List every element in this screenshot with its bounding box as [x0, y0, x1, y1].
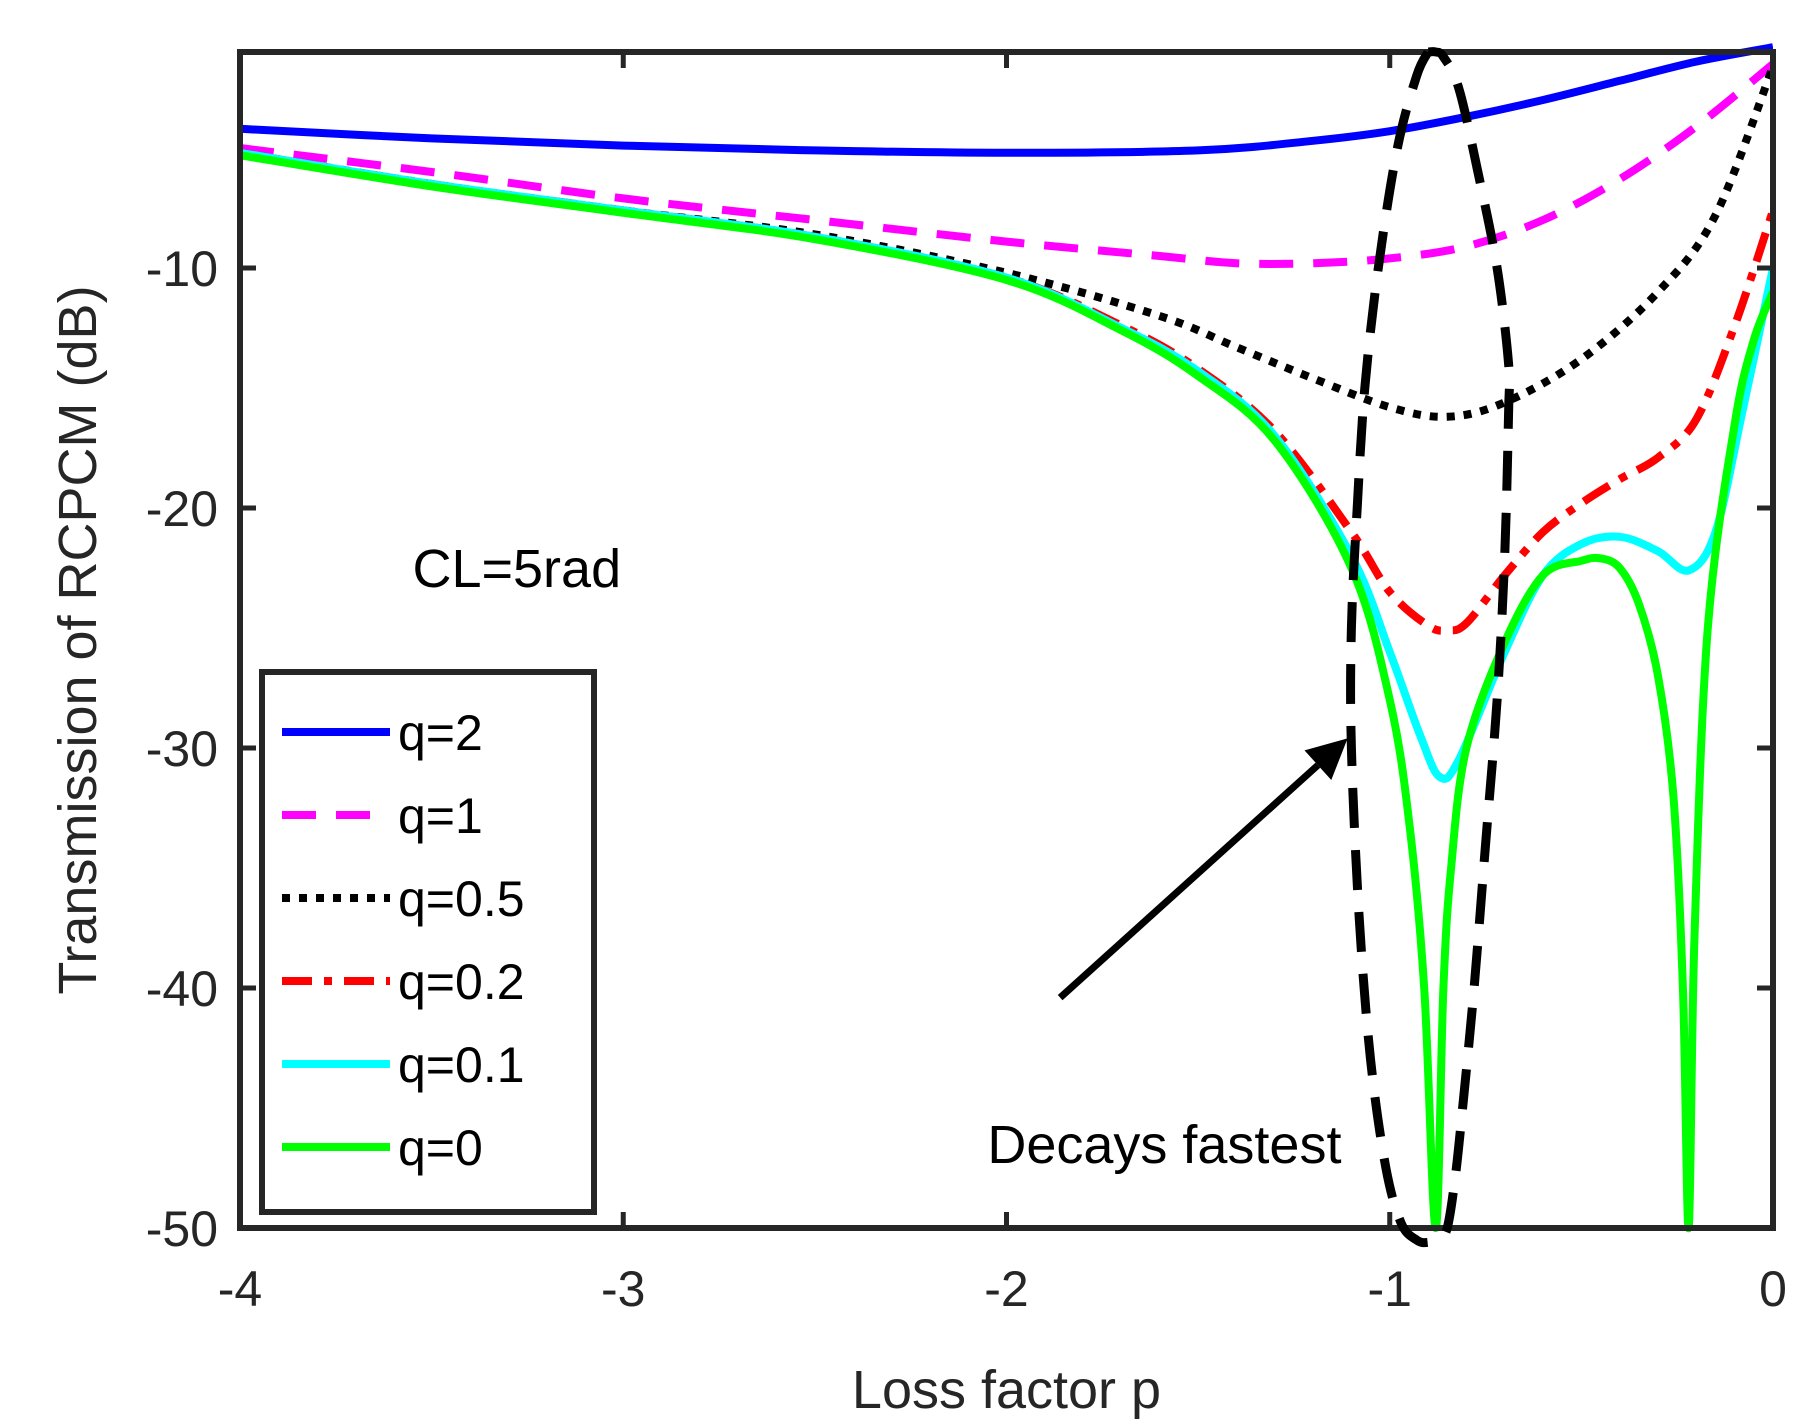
legend-label: q=0.1 — [398, 1037, 525, 1093]
legend: q=2 q=1 q=0.5 q=0.2 q=0.1 q=0 — [259, 669, 597, 1215]
x-tick-label: -1 — [1368, 1261, 1412, 1317]
x-tick-label: -4 — [218, 1261, 262, 1317]
x-tick-label: -3 — [601, 1261, 645, 1317]
x-tick-label: 0 — [1759, 1261, 1787, 1317]
legend-label: q=0.2 — [398, 954, 525, 1010]
x-tick-label: -2 — [984, 1261, 1028, 1317]
y-tick-label: -30 — [146, 721, 218, 777]
y-tick-label: -10 — [146, 241, 218, 297]
legend-label: q=2 — [398, 705, 483, 761]
y-tick-label: -50 — [146, 1201, 218, 1257]
y-axis-label: Transmission of RCPCM (dB) — [48, 285, 108, 994]
x-axis-label: Loss factor p — [852, 1360, 1161, 1420]
series-line-q=2 — [240, 43, 1773, 157]
series-line-q=0.5 — [240, 64, 1773, 421]
annotation-decays: Decays fastest — [987, 1115, 1341, 1175]
series-line-q=0 — [240, 151, 1773, 1233]
y-tick-label: -40 — [146, 961, 218, 1017]
series-line-q=1 — [240, 60, 1773, 268]
axis-tick-labels: -4 -3 -2 -1 0-50-40-30-20-10 — [146, 241, 1787, 1317]
legend-label: q=0.5 — [398, 871, 525, 927]
y-tick-label: -20 — [146, 481, 218, 537]
annotation-arrow — [1057, 762, 1321, 1001]
axes-box — [237, 49, 1776, 1231]
series-line-q=0.2 — [240, 148, 1773, 635]
annotation-arrowhead — [1304, 738, 1348, 781]
annotation-cl: CL=5rad — [412, 539, 621, 599]
decay-boundary-curve — [1346, 47, 1515, 1248]
annotations: CL=5rad Decays fastest — [412, 539, 1348, 1175]
legend-box — [259, 669, 597, 1215]
legend-label: q=1 — [398, 788, 483, 844]
plot-area — [240, 43, 1773, 1233]
legend-label: q=0 — [398, 1120, 483, 1176]
